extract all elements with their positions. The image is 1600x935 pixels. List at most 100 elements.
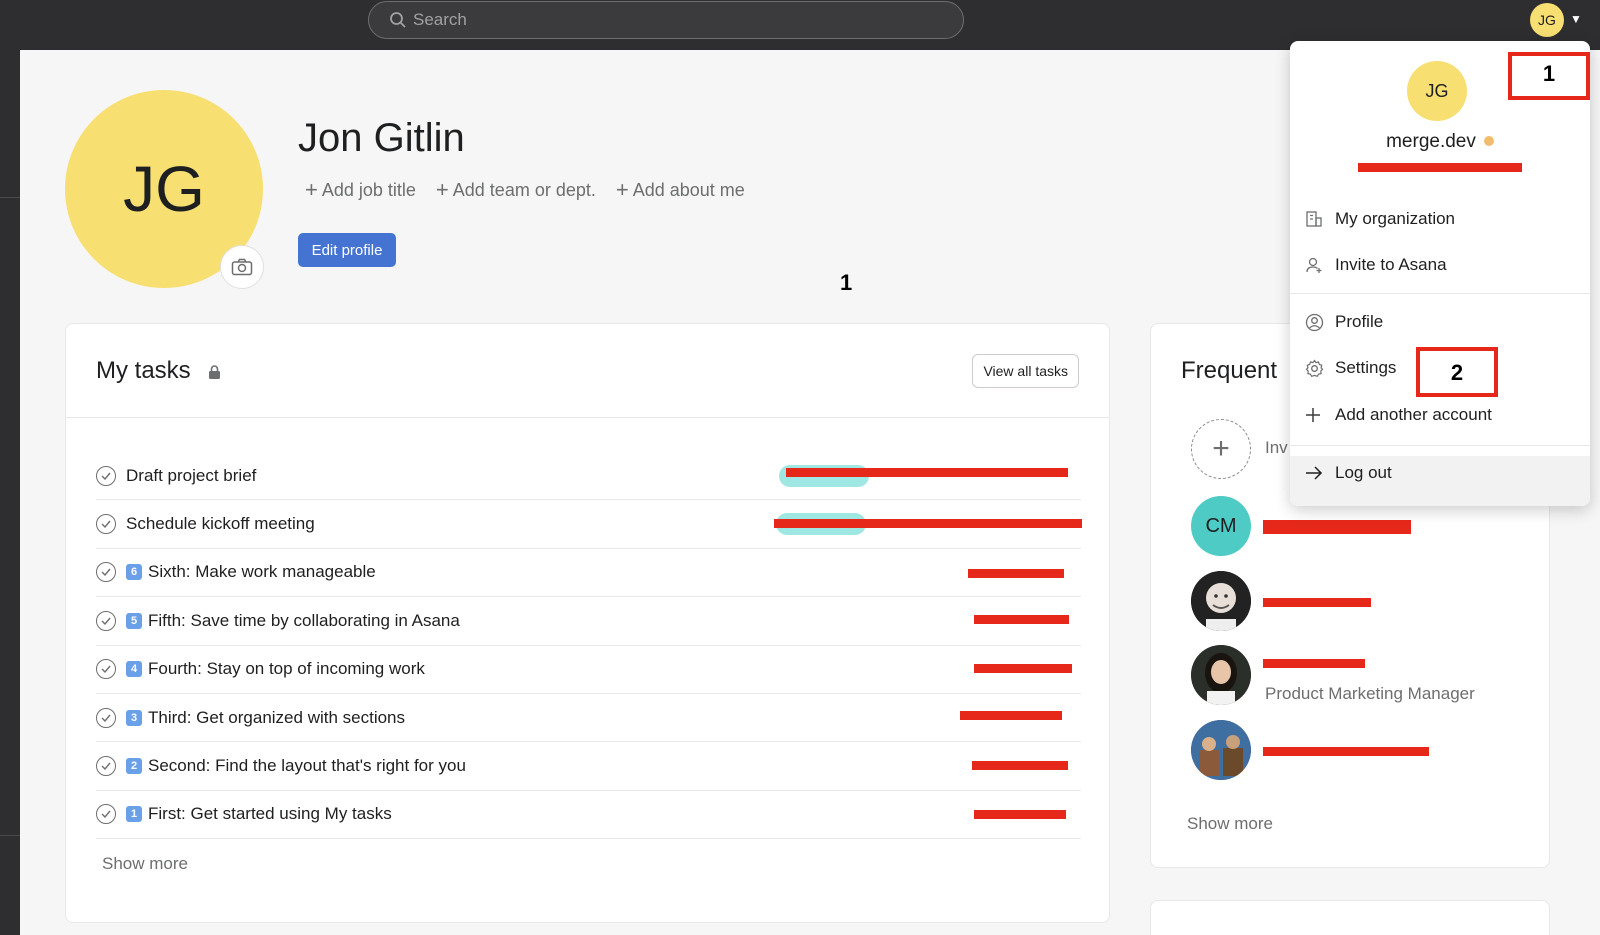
collaborator-avatar[interactable]: CM: [1191, 496, 1251, 556]
redaction-mark: [1263, 747, 1429, 756]
my-tasks-header: My tasks View all tasks: [66, 324, 1109, 418]
search-placeholder: Search: [413, 10, 467, 29]
plus-icon: +: [305, 177, 318, 202]
menu-item-settings[interactable]: Settings: [1305, 346, 1585, 390]
redaction-mark: [960, 710, 1062, 720]
menu-item-invite[interactable]: Invite to Asana: [1305, 243, 1585, 287]
task-row[interactable]: Draft project brief: [96, 452, 1081, 501]
number-badge: 3: [126, 709, 142, 726]
plus-icon: +: [435, 177, 449, 202]
redaction-mark: [974, 663, 1072, 673]
menu-item-add-account[interactable]: Add another account: [1305, 393, 1585, 437]
dropdown-avatar: JG: [1407, 61, 1467, 121]
menu-divider: [1290, 445, 1590, 446]
collaborator-avatar[interactable]: [1191, 571, 1251, 631]
annotation-box: [1508, 52, 1590, 100]
task-name: Fourth: Stay on top of incoming work: [148, 659, 425, 679]
number-badge: 1: [126, 806, 142, 823]
collaborator-avatar[interactable]: [1191, 645, 1251, 705]
plus-icon: [1305, 407, 1335, 423]
add-about-me-link[interactable]: + Add about me: [615, 177, 745, 202]
check-circle-icon[interactable]: [96, 756, 116, 777]
redaction-mark: [1263, 598, 1371, 607]
redaction-mark: [1263, 659, 1365, 668]
profile-avatar: JG: [65, 90, 263, 288]
top-bar: Search JG ▼: [0, 0, 1600, 50]
task-row[interactable]: 3 Third: Get organized with sections: [96, 694, 1081, 743]
chevron-down-icon[interactable]: ▼: [1570, 12, 1582, 26]
profile-links: + Add job title + Add team or dept. + Add a…: [305, 176, 745, 202]
profile-name: Jon Gitlin: [298, 116, 465, 160]
workspace-name: merge.dev: [1290, 131, 1590, 153]
collaborator-title: Product Marketing Manager: [1265, 684, 1475, 703]
add-job-title-link[interactable]: + Add job title: [305, 177, 416, 202]
menu-hover-highlight: [1290, 456, 1590, 506]
redaction-mark: [974, 615, 1069, 625]
check-circle-icon[interactable]: [96, 562, 116, 583]
number-badge: 2: [126, 758, 142, 775]
frequent-title: Frequent: [1181, 357, 1278, 384]
status-dot-icon: [1483, 136, 1494, 146]
task-name: First: Get started using My tasks: [148, 804, 392, 824]
task-row[interactable]: 2 Second: Find the layout that's right f…: [96, 742, 1081, 791]
invite-plus-icon[interactable]: +: [1191, 419, 1251, 479]
building-icon: [1305, 210, 1335, 228]
task-name: Second: Find the layout that's right for…: [148, 756, 466, 776]
redaction-mark: [1358, 163, 1522, 172]
show-more-collaborators-link[interactable]: Show more: [1187, 814, 1273, 833]
check-circle-icon[interactable]: [96, 610, 116, 631]
redaction-mark: [774, 519, 1082, 529]
secondary-card: [1150, 900, 1550, 935]
task-name: Sixth: Make work manageable: [148, 562, 376, 582]
menu-item-my-organization[interactable]: My organization: [1305, 197, 1585, 241]
task-row[interactable]: 4 Fourth: Stay on top of incoming work: [96, 646, 1081, 694]
gear-icon: [1305, 358, 1335, 378]
number-badge: 4: [126, 661, 142, 678]
number-badge: 6: [126, 564, 142, 581]
annotation-box: [1416, 347, 1498, 397]
annotation-number: 1: [1542, 61, 1556, 86]
check-circle-icon[interactable]: [96, 659, 116, 680]
task-row[interactable]: 1 First: Get started using My tasks: [96, 791, 1081, 840]
check-circle-icon[interactable]: [96, 465, 116, 486]
profile-page: JG Jon Gitlin + Add job title + Add team o…: [20, 50, 1600, 935]
left-sidebar-edge: [0, 50, 20, 935]
task-row[interactable]: Schedule kickoff meeting: [96, 500, 1082, 549]
invite-label[interactable]: Inv: [1265, 438, 1288, 457]
menu-divider: [1290, 293, 1590, 294]
add-team-link[interactable]: + Add team or dept.: [435, 177, 596, 202]
camera-icon[interactable]: [220, 245, 264, 289]
account-dropdown-menu: JG merge.dev My organization Invite to A…: [1290, 41, 1590, 506]
task-name: Third: Get organized with sections: [148, 707, 406, 727]
annotation-marker: 1: [840, 270, 853, 295]
collaborator-avatar[interactable]: [1191, 720, 1251, 780]
account-avatar-button[interactable]: JG: [1530, 3, 1564, 37]
check-circle-icon[interactable]: [96, 804, 116, 825]
lock-icon: [209, 365, 220, 379]
profile-circle-icon: [1305, 313, 1335, 332]
task-row[interactable]: 5 Fifth: Save time by collaborating in A…: [96, 597, 1081, 646]
show-more-tasks-link[interactable]: Show more: [102, 854, 188, 873]
menu-item-profile[interactable]: Profile: [1305, 300, 1585, 344]
redaction-mark: [1263, 520, 1411, 534]
add-person-icon: [1305, 256, 1335, 274]
menu-item-log-out[interactable]: Log out: [1305, 451, 1585, 495]
redaction-mark: [968, 568, 1064, 578]
redaction-mark: [972, 761, 1068, 771]
redaction-mark: [786, 468, 1068, 477]
arrow-right-icon: [1305, 465, 1335, 481]
task-name: Fifth: Save time by collaborating in Asa…: [148, 610, 460, 630]
my-tasks-card: My tasks View all tasks Draft project br…: [65, 323, 1110, 923]
search-input[interactable]: Search: [368, 1, 964, 39]
task-name: Draft project brief: [126, 465, 257, 485]
task-row[interactable]: 6 Sixth: Make work manageable: [96, 549, 1081, 598]
edit-profile-button[interactable]: Edit profile: [298, 233, 396, 267]
check-circle-icon[interactable]: [96, 514, 116, 535]
redaction-mark: [974, 809, 1066, 819]
task-name: Schedule kickoff meeting: [126, 514, 315, 534]
number-badge: 5: [126, 612, 142, 629]
check-circle-icon[interactable]: [96, 707, 116, 728]
my-tasks-title: My tasks: [96, 357, 191, 384]
plus-icon: +: [615, 177, 629, 202]
view-all-tasks-button[interactable]: View all tasks: [972, 354, 1079, 388]
